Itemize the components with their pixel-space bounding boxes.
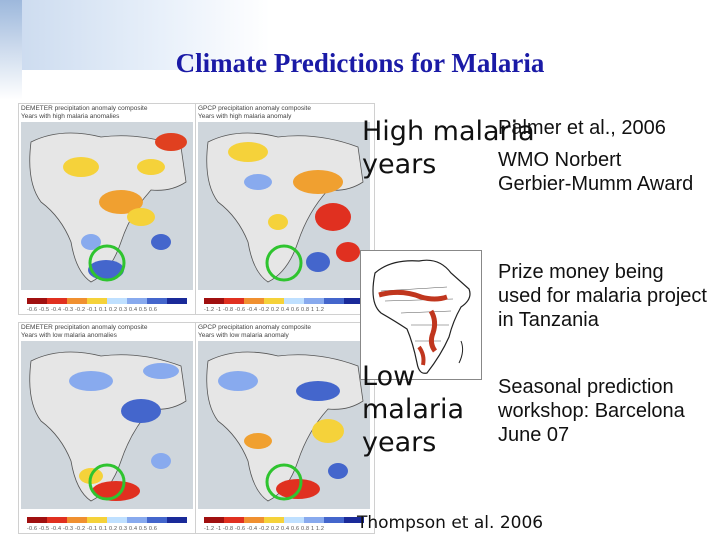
colorbar-ticks: -1.2 -1 -0.8 -0.6 -0.4 -0.2 0.2 0.4 0.6 … [204,307,325,313]
colorbar [27,517,187,523]
africa-map [360,250,482,380]
highlight-circle [265,244,303,282]
low-malaria-label: Low malaria years [362,361,465,458]
colorbar [27,298,187,304]
panel-title: DEMETER precipitation anomaly composite Y… [21,105,148,120]
panel-title: GPCP precipitation anomaly composite Year… [198,324,311,339]
colorbar [204,517,364,523]
anomaly-map [198,341,370,509]
citation-text: Thompson et al. 2006 [357,513,544,533]
anomaly-map [21,122,193,290]
highlight-circle [88,244,126,282]
gpcp-high-panel: GPCP precipitation anomaly composite Year… [195,103,375,315]
corner-bar-decoration [0,0,22,100]
slide-title: Climate Predictions for Malaria [175,48,545,78]
colorbar-ticks: -0.6 -0.5 -0.4 -0.3 -0.2 -0.1 0.1 0.2 0.… [27,526,158,532]
highlight-circle [88,463,126,501]
workshop-text: Seasonal prediction workshop: Barcelona … [498,376,685,446]
highlight-circle [265,463,303,501]
panel-title: GPCP precipitation anomaly composite Year… [198,105,311,120]
high-malaria-label: High malaria years [362,116,535,180]
prize-text: Prize money being used for malaria proje… [498,261,707,331]
reference-text: Palmer et al., 2006 [498,117,666,139]
anomaly-map [198,122,370,290]
colorbar [204,298,364,304]
colorbar-ticks: -1.2 -1 -0.8 -0.6 -0.4 -0.2 0.2 0.4 0.6 … [204,526,325,532]
demeter-low-panel: DEMETER precipitation anomaly composite Y… [18,322,198,534]
corner-decoration [0,0,270,70]
colorbar-ticks: -0.6 -0.5 -0.4 -0.3 -0.2 -0.1 0.1 0.2 0.… [27,307,158,313]
gpcp-low-panel: GPCP precipitation anomaly composite Year… [195,322,375,534]
demeter-high-panel: DEMETER precipitation anomaly composite Y… [18,103,198,315]
anomaly-map [21,341,193,509]
award-text: WMO Norbert Gerbier-Mumm Award [498,149,694,195]
panel-title: DEMETER precipitation anomaly composite Y… [21,324,148,339]
